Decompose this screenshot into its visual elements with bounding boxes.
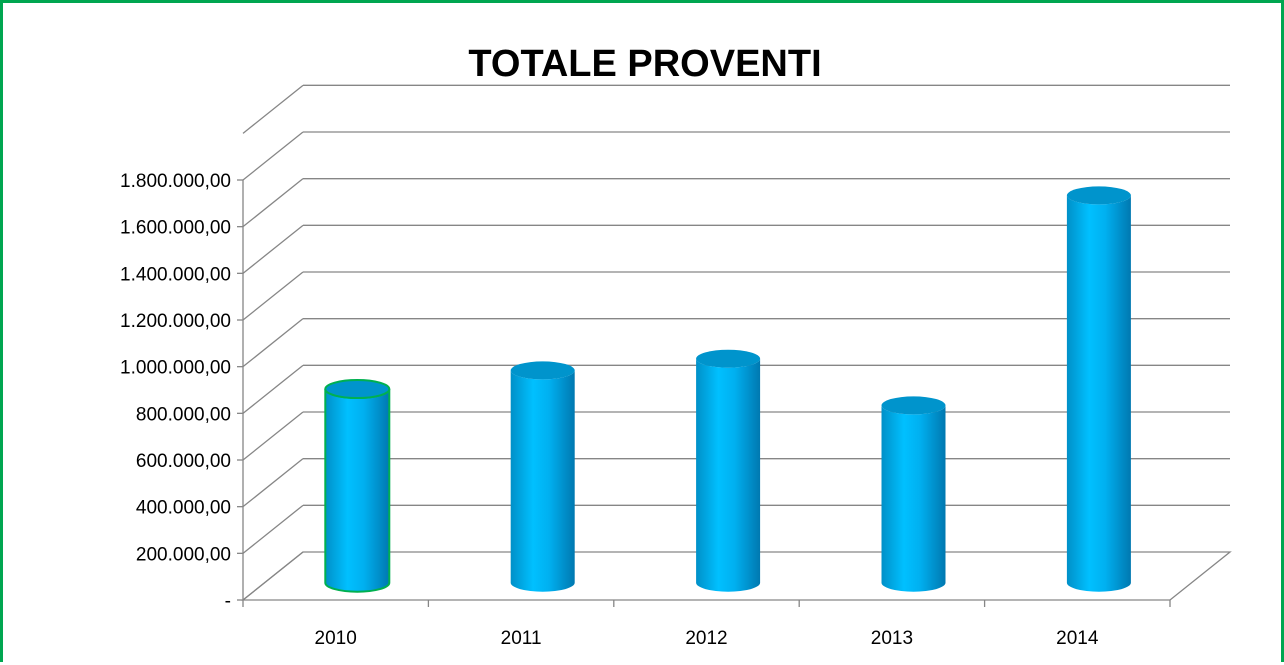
chart-title: TOTALE PROVENTI	[468, 43, 822, 85]
x-tick-label: 2012	[685, 628, 727, 649]
y-tick-label: 600.000,00	[136, 451, 231, 472]
bar-2011	[510, 361, 575, 592]
side-gridline	[242, 178, 304, 228]
bar-body	[696, 358, 761, 592]
side-gridline	[242, 364, 304, 414]
bar-body	[881, 405, 946, 592]
bar-2012	[696, 349, 761, 592]
side-gridline	[242, 411, 304, 461]
y-tick-label: -	[225, 591, 231, 612]
side-gridline	[242, 224, 304, 274]
y-tick-label: 800.000,00	[136, 404, 231, 425]
side-gridline	[242, 458, 304, 508]
bar-body	[324, 388, 391, 593]
bar-top	[881, 396, 946, 415]
y-tick-label: 1.200.000,00	[120, 311, 231, 332]
chart-plot: - 200.000,00 400.000,00 600.000,00 800.000,0…	[120, 84, 1232, 649]
y-tick-label: 1.000.000,00	[120, 358, 231, 379]
bar-2010	[324, 379, 391, 593]
bar-body	[510, 370, 575, 592]
y-tick-label: 1.800.000,00	[120, 171, 231, 192]
side-gridline	[242, 131, 304, 181]
side-gridline	[242, 504, 304, 554]
x-tick-label: 2010	[315, 628, 357, 649]
y-tick-label: 200.000,00	[136, 544, 231, 565]
y-tick-label: 1.400.000,00	[120, 264, 231, 285]
x-tick-label: 2013	[871, 628, 913, 649]
bar-top	[1066, 186, 1131, 205]
side-gridline	[242, 84, 304, 134]
bar-top	[696, 349, 761, 368]
bar-top	[324, 379, 391, 400]
side-gridline	[242, 271, 304, 321]
x-tick-label: 2014	[1056, 628, 1099, 649]
floor-outline	[241, 551, 1232, 601]
side-gridline	[242, 318, 304, 368]
y-tick-label: 400.000,00	[136, 498, 231, 519]
bar-top	[510, 361, 575, 380]
y-tick-label: 1.600.000,00	[120, 218, 231, 239]
bar-2014	[1066, 186, 1131, 592]
bar-2013	[881, 396, 946, 592]
bar-body	[1066, 195, 1131, 592]
x-tick-label: 2011	[501, 628, 542, 649]
